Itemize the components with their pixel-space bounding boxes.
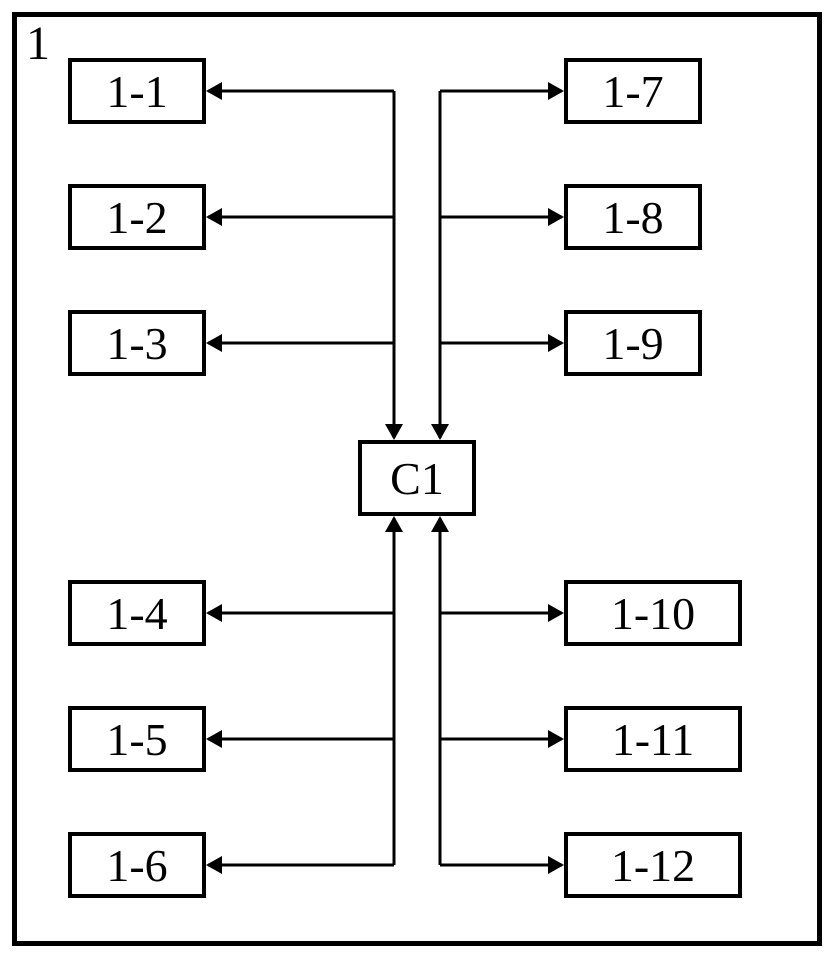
- node-box-right: 1-10: [564, 580, 742, 646]
- node-box-left: 1-3: [68, 310, 206, 376]
- node-box-right: 1-9: [564, 310, 702, 376]
- node-box-right: 1-7: [564, 58, 702, 124]
- node-box-left: 1-5: [68, 706, 206, 772]
- node-box-right: 1-11: [564, 706, 742, 772]
- frame-label: 1: [26, 16, 50, 71]
- node-box-left: 1-2: [68, 184, 206, 250]
- node-box-right: 1-8: [564, 184, 702, 250]
- node-box-left: 1-4: [68, 580, 206, 646]
- node-box-left: 1-6: [68, 832, 206, 898]
- diagram-canvas: 1 1-1 1-2 1-3 1-4 1-5 1-6 1-7 1-8 1-9 1-10 1-11 1-1…: [0, 0, 834, 958]
- node-box-left: 1-1: [68, 58, 206, 124]
- node-box-right: 1-12: [564, 832, 742, 898]
- node-box-center: C1: [358, 440, 476, 516]
